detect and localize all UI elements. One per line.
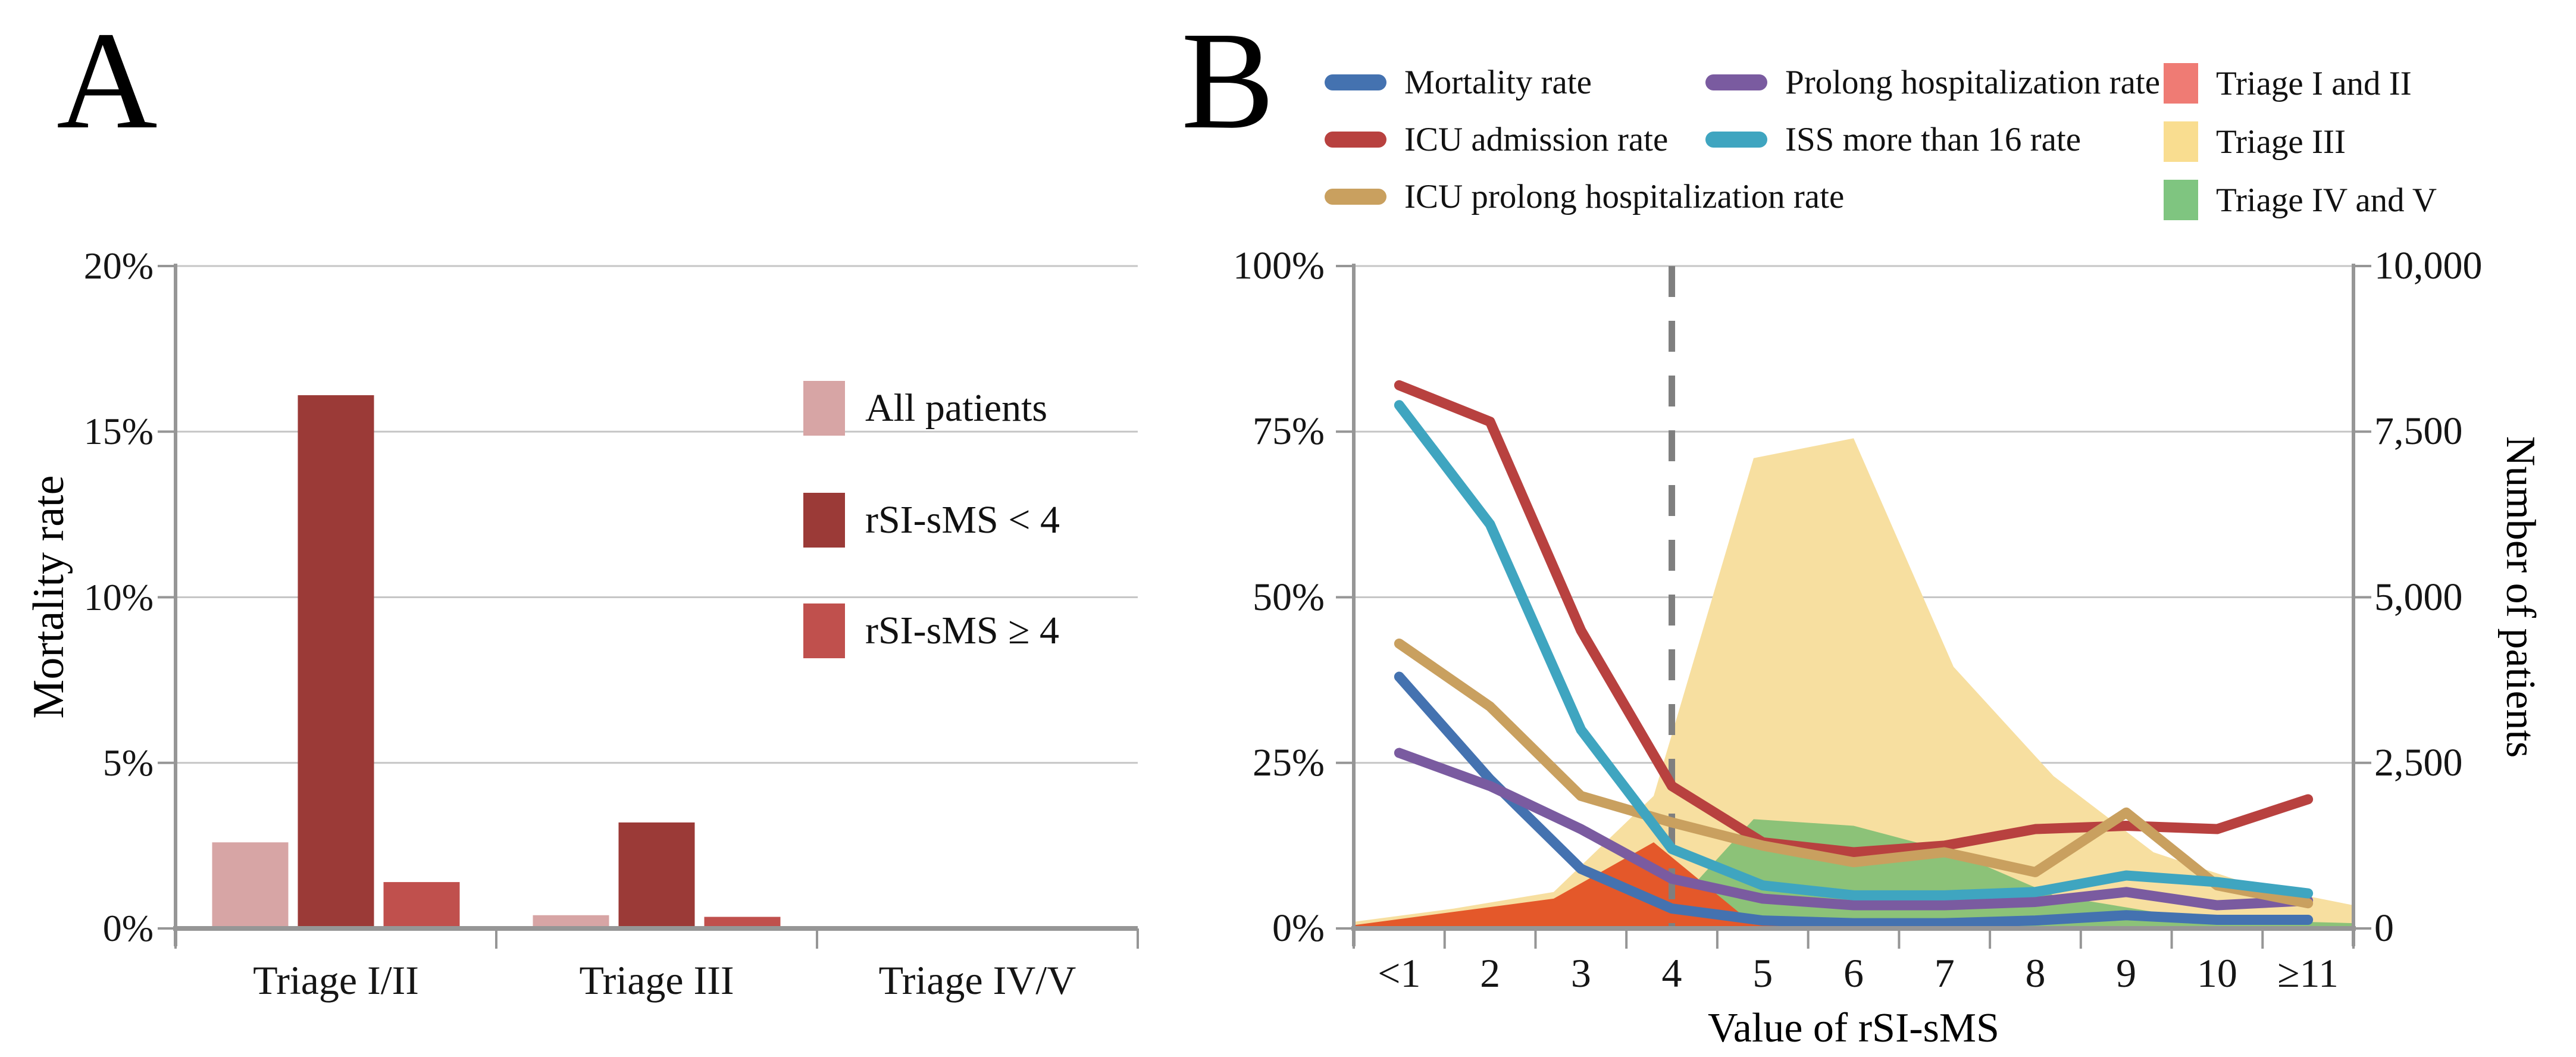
rsi-lt4-label: rSI-sMS < 4 <box>865 498 1060 542</box>
panel-b-y-right-tick-label: 7,500 <box>2374 409 2463 454</box>
icu-prolong-rate-swatch <box>1325 189 1386 205</box>
legend-item-triage-1-2: Triage I and II <box>2164 63 2412 104</box>
panel-b-x-tick-label: 8 <box>2025 950 2046 996</box>
panel-a-x-category-label: Triage IV/V <box>878 958 1076 1003</box>
prolong-rate-swatch <box>1705 74 1767 90</box>
panel-b-x-tick-label: 6 <box>1843 950 1864 996</box>
panel-a-y-tick-label: 10% <box>83 576 154 618</box>
panel-a-y-tick-label: 5% <box>102 741 154 784</box>
legend-item-iss-rate: ISS more than 16 rate <box>1705 120 2081 159</box>
rsi-ge4-label: rSI-sMS ≥ 4 <box>865 609 1059 652</box>
iss-rate-swatch <box>1705 132 1767 148</box>
legend-item-all-patients: All patients <box>803 381 1047 436</box>
panel-b-y-left-tick-label: 100% <box>1233 244 1325 287</box>
mortality-rate-label: Mortality rate <box>1404 64 1592 101</box>
legend-item-triage-4-5: Triage IV and V <box>2164 180 2437 220</box>
triage-4-5-label: Triage IV and V <box>2216 181 2437 219</box>
triage-3-swatch <box>2164 121 2198 162</box>
legend-item-rsi-lt4: rSI-sMS < 4 <box>803 493 1060 548</box>
panel-b-y-left-tick-label: 50% <box>1253 575 1325 619</box>
icu-admission-rate-label: ICU admission rate <box>1404 121 1669 158</box>
panel-b-y-right-axis-title: Number of patients <box>2497 436 2543 758</box>
icu-admission-rate-swatch <box>1325 132 1386 148</box>
panel-b-x-tick-label: 4 <box>1661 950 1682 996</box>
panel-b-x-tick-label: ≥11 <box>2277 950 2339 996</box>
triage-1-2-label: Triage I and II <box>2216 64 2412 102</box>
mortality-rate-swatch <box>1325 74 1386 90</box>
legend-item-icu-prolong-rate: ICU prolong hospitalization rate <box>1325 177 1844 216</box>
panel-b-y-left-tick-label: 0% <box>1272 906 1325 950</box>
panel-a-letter: A <box>57 3 158 158</box>
triage-1-2-swatch <box>2164 63 2198 104</box>
panel-b-x-axis-title: Value of rSI-sMS <box>1708 1005 1999 1051</box>
all-patients-label: All patients <box>865 386 1048 430</box>
prolong-rate-label: Prolong hospitalization rate <box>1785 64 2161 101</box>
panel-b-letter: B <box>1181 3 1275 158</box>
panel-b-y-right-tick-label: 5,000 <box>2374 575 2463 619</box>
panel-b-y-left-tick-label: 75% <box>1253 409 1325 454</box>
panel-b-y-left-tick-label: 25% <box>1253 740 1325 784</box>
panel-b-x-tick-label: <1 <box>1378 950 1421 996</box>
panel-a-y-tick-label: 15% <box>83 410 154 453</box>
legend-item-triage-3: Triage III <box>2164 121 2346 162</box>
panel-a-y-tick-label: 0% <box>102 907 154 949</box>
panel-b-x-tick-label: 10 <box>2196 950 2237 996</box>
triage-4-5-swatch <box>2164 180 2198 220</box>
icu-prolong-rate-label: ICU prolong hospitalization rate <box>1404 178 1845 215</box>
panel-b-x-tick-label: 5 <box>1752 950 1773 996</box>
panel-b-x-tick-label: 9 <box>2116 950 2137 996</box>
rsi-ge4-swatch <box>803 603 845 658</box>
legend-item-rsi-ge4: rSI-sMS ≥ 4 <box>803 603 1059 658</box>
legend-item-icu-admission-rate: ICU admission rate <box>1325 120 1668 159</box>
panel-b-y-right-tick-label: 10,000 <box>2374 244 2483 287</box>
legend-item-prolong-rate: Prolong hospitalization rate <box>1705 63 2160 102</box>
panel-a-x-category-label: Triage I/II <box>253 958 419 1003</box>
panel-b-y-right-tick-label: 2,500 <box>2374 740 2463 784</box>
all-patients-swatch <box>803 381 845 436</box>
rsi-lt4-swatch <box>803 493 845 548</box>
panel-a-x-category-label: Triage III <box>579 958 734 1003</box>
panel-b-x-tick-label: 7 <box>1934 950 1955 996</box>
panel-b-y-right-tick-label: 0 <box>2374 906 2394 950</box>
iss-rate-label: ISS more than 16 rate <box>1785 121 2082 158</box>
panel-a-y-tick-label: 20% <box>83 245 154 287</box>
panel-b-x-tick-label: 3 <box>1570 950 1591 996</box>
legend-item-mortality-rate: Mortality rate <box>1325 63 1592 102</box>
panel-b-x-tick-label: 2 <box>1480 950 1501 996</box>
panel-a-y-axis-title: Mortality rate <box>24 475 73 719</box>
triage-3-label: Triage III <box>2216 123 2346 161</box>
